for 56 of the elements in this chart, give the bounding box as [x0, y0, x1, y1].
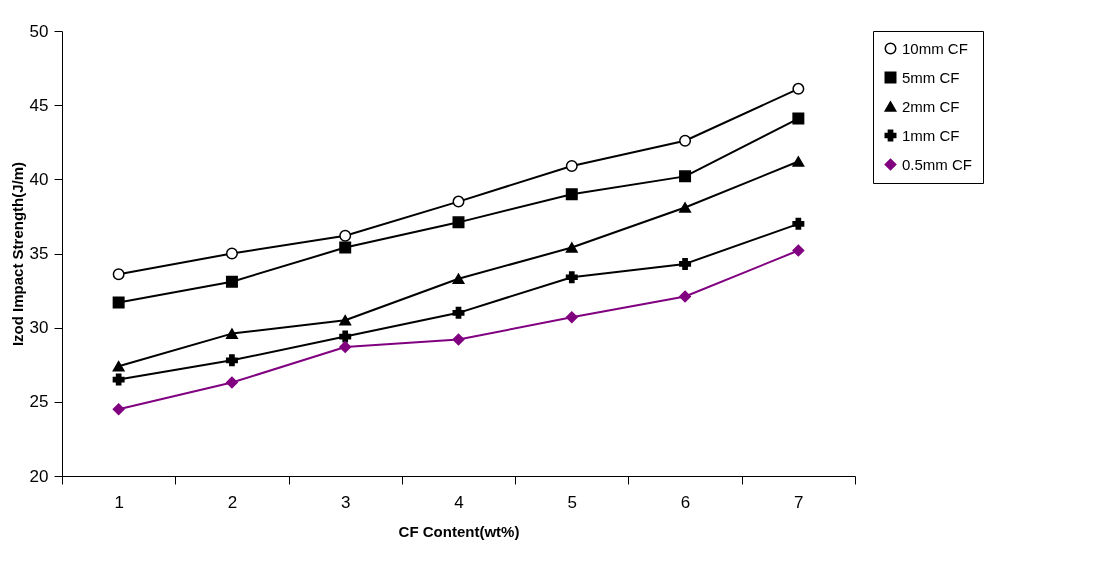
- point: [565, 160, 578, 172]
- point: [225, 247, 238, 260]
- point: [112, 373, 125, 386]
- point: [792, 82, 805, 95]
- point: [565, 271, 578, 284]
- legend-label: 5mm CF: [902, 68, 960, 86]
- legend-label: 0.5mm CF: [902, 155, 973, 173]
- point: [792, 156, 805, 167]
- x-tick-label: 6: [680, 492, 691, 512]
- y-tick-label: 40: [29, 169, 49, 189]
- x-tick-label: 7: [794, 492, 804, 512]
- point: [679, 202, 692, 213]
- x-tick-label: 4: [454, 492, 464, 512]
- legend-label: 2mm CF: [902, 97, 960, 115]
- point: [339, 241, 352, 254]
- x-axis-title: CF Content(wt%): [398, 522, 520, 540]
- point: [112, 268, 125, 281]
- x-tick-label: 3: [340, 492, 351, 512]
- point: [452, 273, 465, 285]
- point: [679, 134, 692, 147]
- point: [565, 188, 578, 201]
- point: [565, 311, 578, 324]
- point: [792, 112, 805, 125]
- point: [339, 330, 352, 343]
- point: [112, 296, 125, 309]
- point: [679, 170, 692, 183]
- y-tick-label: 20: [29, 466, 49, 486]
- x-tick-label: 1: [114, 492, 124, 512]
- point: [339, 314, 352, 326]
- legend-label: 10mm CF: [902, 39, 968, 57]
- y-tick-label: 35: [29, 244, 49, 263]
- point: [792, 244, 805, 257]
- y-tick-label: 45: [29, 95, 49, 115]
- x-tick-label: 2: [227, 492, 238, 512]
- point: [339, 229, 352, 242]
- point: [225, 354, 238, 367]
- x-tick-label: 5: [567, 492, 578, 512]
- point: [112, 360, 125, 372]
- y-axis-title: Izod Impact Strength(J/m): [8, 161, 26, 347]
- point: [452, 306, 465, 319]
- point: [339, 340, 352, 353]
- point: [565, 242, 578, 253]
- point: [679, 257, 692, 270]
- point: [452, 216, 465, 229]
- y-tick-label: 30: [29, 318, 49, 338]
- point: [792, 217, 805, 230]
- y-tick-label: 25: [29, 392, 49, 412]
- point: [225, 376, 238, 389]
- point: [225, 275, 238, 288]
- point: [452, 333, 465, 346]
- legend-label: 1mm CF: [902, 126, 960, 144]
- point: [225, 328, 238, 339]
- point: [679, 290, 692, 303]
- point: [452, 195, 465, 208]
- point: [112, 403, 125, 416]
- y-tick-label: 50: [29, 21, 49, 41]
